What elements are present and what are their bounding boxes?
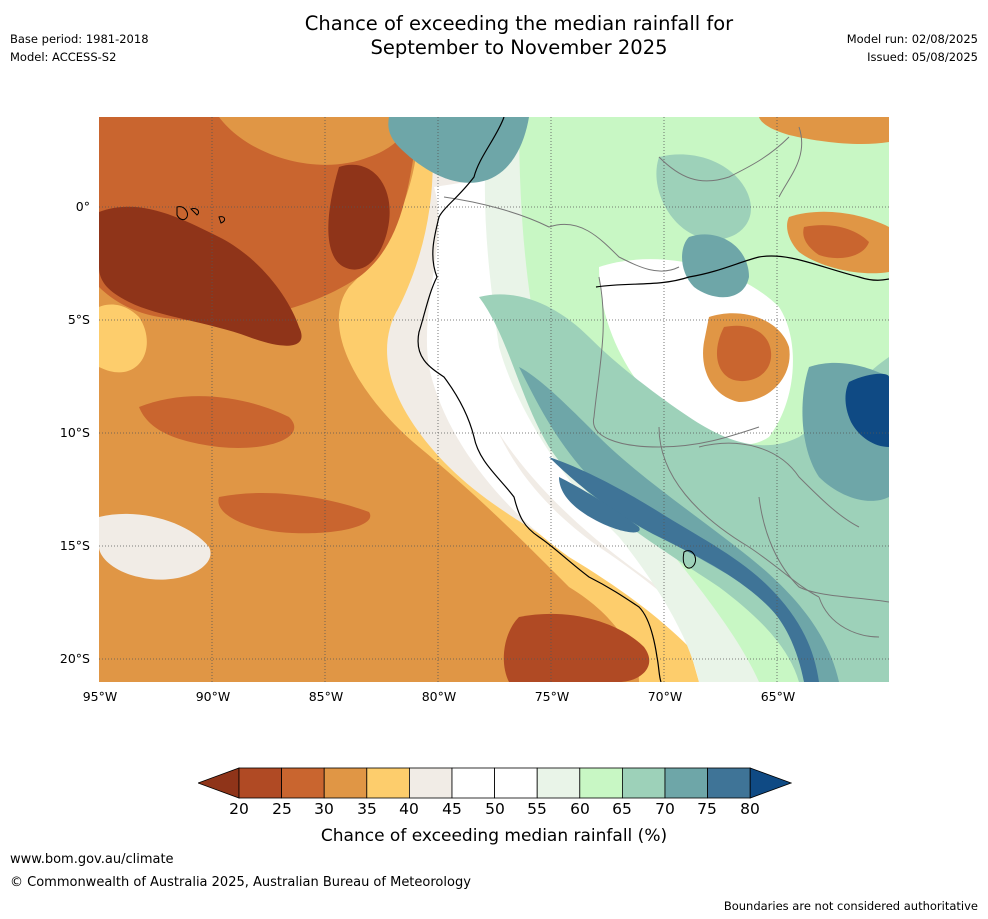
region-brown-northeast-land (803, 225, 869, 259)
cbar-tick-70: 70 (655, 800, 675, 818)
colorbar-cell (621, 767, 666, 799)
lon-label-95w: 95°W (82, 689, 118, 704)
lon-label-70w: 70°W (647, 689, 683, 704)
region-brown-core (99, 206, 302, 346)
title-line-1: Chance of exceeding the median rainfall … (304, 12, 734, 35)
cbar-tick-55: 55 (527, 800, 547, 818)
cbar-tick-45: 45 (442, 800, 462, 818)
colorbar-cell (366, 767, 410, 799)
colorbar-cell (408, 767, 453, 799)
colorbar-cell (494, 767, 538, 799)
model-name: Model: ACCESS-S2 (10, 50, 117, 64)
cbar-tick-25: 25 (272, 800, 292, 818)
footer-url: www.bom.gov.au/climate (10, 852, 174, 867)
colorbar-arrow-low (198, 767, 240, 799)
colorbar-cell (281, 767, 325, 799)
region-brown-south (503, 613, 650, 682)
cbar-tick-65: 65 (612, 800, 632, 818)
colorbar-cell (536, 767, 581, 799)
cbar-tick-60: 60 (570, 800, 590, 818)
cbar-tick-50: 50 (485, 800, 505, 818)
region-white-coast (426, 177, 739, 682)
lon-label-85w: 85°W (308, 689, 344, 704)
map-title: Chance of exceeding the median rainfall … (0, 12, 988, 60)
meta-left: Base period: 1981-2018 Model: ACCESS-S2 (10, 30, 149, 66)
colorbar-cell (664, 767, 708, 799)
region-darkblue-east (845, 373, 889, 447)
colorbar-cell (707, 767, 751, 799)
base-period: Base period: 1981-2018 (10, 32, 149, 46)
lon-label-80w: 80°W (421, 689, 457, 704)
cbar-tick-75: 75 (697, 800, 717, 818)
region-teal-band (479, 294, 889, 682)
lat-label-0: 0° (75, 199, 90, 214)
model-run: Model run: 02/08/2025 (846, 32, 978, 46)
cbar-tick-30: 30 (314, 800, 334, 818)
colorbar-cell (579, 767, 623, 799)
lon-label-90w: 90°W (195, 689, 231, 704)
region-orange-patch-south (218, 492, 371, 534)
lat-label-10s: 10°S (59, 425, 90, 440)
meta-right: Model run: 02/08/2025 Issued: 05/08/2025 (847, 30, 978, 66)
copyright: © Commonwealth of Australia 2025, Austra… (10, 875, 471, 890)
region-teal-central-east (682, 234, 749, 298)
coastline (417, 117, 662, 682)
issued-date: Issued: 05/08/2025 (867, 50, 978, 64)
region-blue-core (559, 477, 640, 533)
lat-label-15s: 15°S (59, 538, 90, 553)
colorbar (198, 767, 792, 799)
galapagos-islands (176, 206, 226, 224)
lat-label-20s: 20°S (59, 651, 90, 666)
colorbar-arrow-high (749, 767, 792, 799)
region-blue-band (549, 457, 819, 682)
country-borders (443, 126, 889, 638)
disclaimer: Boundaries are not considered authoritat… (723, 899, 978, 913)
gridlines (99, 117, 889, 682)
cbar-tick-80: 80 (740, 800, 760, 818)
lake-titicaca (682, 550, 697, 569)
colorbar-cell (238, 767, 282, 799)
colorbar-cell (323, 767, 368, 799)
title-line-2: September to November 2025 (370, 36, 668, 59)
region-brown-northeast (328, 164, 390, 270)
lon-label-65w: 65°W (760, 689, 796, 704)
cbar-tick-20: 20 (229, 800, 249, 818)
coastline-north (595, 255, 889, 288)
region-beige-southwest (99, 513, 211, 580)
region-orange-topright (759, 117, 889, 145)
lat-label-5s: 5°S (67, 312, 90, 327)
lon-label-75w: 75°W (534, 689, 570, 704)
region-brown-patch-land (716, 325, 772, 382)
rainfall-map (99, 117, 889, 682)
region-teal-central (656, 154, 751, 240)
cbar-tick-40: 40 (399, 800, 419, 818)
region-orange-patch-west (139, 396, 295, 448)
cbar-tick-35: 35 (357, 800, 377, 818)
colorbar-cell (451, 767, 495, 799)
colorbar-label: Chance of exceeding median rainfall (%) (320, 826, 668, 846)
region-teal-north (388, 117, 529, 183)
